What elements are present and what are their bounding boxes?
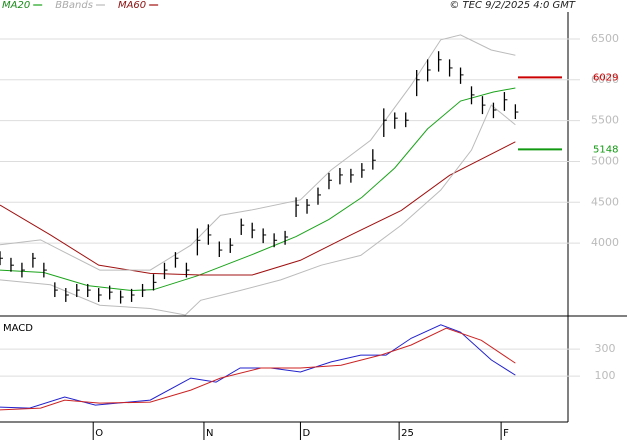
line xyxy=(0,327,516,411)
legend-label: BBands xyxy=(55,0,93,11)
x-tick-label: O xyxy=(95,428,103,439)
y-tick-label: 100 xyxy=(595,369,616,382)
y-tick-label: 4000 xyxy=(591,236,619,249)
legend-label: MA60 xyxy=(118,0,146,11)
y-tick-label: 300 xyxy=(595,342,616,355)
y-tick-label: 5000 xyxy=(591,154,619,167)
level-label: 6029 xyxy=(593,72,618,83)
line xyxy=(0,104,516,316)
panel-title: MACD xyxy=(3,323,33,334)
line xyxy=(0,34,516,271)
y-tick-label: 5500 xyxy=(591,114,619,127)
x-tick-label: N xyxy=(206,428,213,439)
line xyxy=(0,87,516,292)
x-tick-label: F xyxy=(503,428,509,439)
legend-label: MA20 xyxy=(2,0,30,11)
x-tick-label: 25 xyxy=(401,428,414,439)
y-tick-label: 4500 xyxy=(591,195,619,208)
x-tick-label: D xyxy=(302,428,310,439)
source: © TEC 9/2/2025 4:0 GMT xyxy=(449,0,576,11)
y-tick-label: 6000 xyxy=(591,73,619,86)
line xyxy=(0,324,516,409)
line xyxy=(0,141,516,276)
y-tick-label: 6500 xyxy=(591,32,619,45)
level-label: 5148 xyxy=(593,144,618,155)
